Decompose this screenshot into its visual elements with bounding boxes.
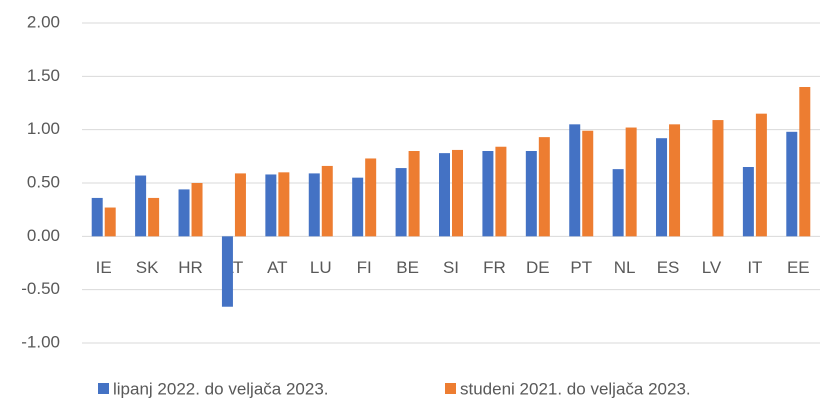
bar [538, 137, 550, 237]
bar [265, 174, 277, 237]
x-tick-label: LU [310, 258, 332, 277]
y-tick-label: 1.00 [27, 119, 60, 138]
bar [656, 138, 668, 237]
x-tick-label: EE [787, 258, 810, 277]
x-tick-label: BE [396, 258, 419, 277]
x-tick-label: IT [747, 258, 762, 277]
bar [495, 146, 507, 237]
bar [395, 168, 407, 237]
bar [135, 175, 147, 237]
bar [625, 127, 637, 237]
y-tick-label: -1.00 [21, 332, 60, 351]
bar [91, 197, 103, 237]
legend-swatch [98, 383, 109, 394]
legend-swatch [445, 383, 456, 394]
bar [482, 151, 494, 237]
x-tick-label: SK [136, 258, 159, 277]
bar [365, 158, 377, 237]
x-tick-label: FI [357, 258, 372, 277]
bar [221, 236, 233, 307]
y-tick-label: 1.50 [27, 66, 60, 85]
bar [104, 207, 116, 237]
bar [178, 189, 190, 237]
bar [148, 197, 160, 237]
x-tick-label: HR [178, 258, 203, 277]
x-tick-label: DE [526, 258, 550, 277]
bar [191, 183, 203, 237]
bar [278, 172, 290, 237]
y-tick-label: 0.50 [27, 172, 60, 191]
y-tick-label: -0.50 [21, 279, 60, 298]
bar [786, 131, 798, 237]
x-tick-label: SI [443, 258, 459, 277]
y-tick-label: 2.00 [27, 12, 60, 31]
x-tick-label: LV [702, 258, 722, 277]
y-tick-label: 0.00 [27, 226, 60, 245]
bar [612, 169, 624, 237]
bar [321, 165, 333, 237]
x-tick-label: PT [570, 258, 592, 277]
bar [799, 87, 811, 237]
x-tick-label: FR [483, 258, 506, 277]
bar [712, 120, 724, 237]
bar [525, 151, 537, 237]
x-tick-label: ES [657, 258, 680, 277]
bar [582, 130, 594, 237]
bar [569, 124, 581, 237]
bar [439, 153, 450, 237]
bar [742, 167, 754, 237]
bar [408, 151, 420, 237]
legend-label: lipanj 2022. do veljača 2023. [113, 379, 329, 398]
bar [308, 173, 320, 237]
x-tick-label: IE [96, 258, 112, 277]
bar [452, 149, 463, 237]
bar [669, 124, 681, 237]
bar [234, 173, 246, 237]
bar [755, 113, 767, 237]
x-tick-label: NL [614, 258, 636, 277]
bar [352, 177, 364, 237]
x-tick-label: AT [267, 258, 287, 277]
legend-label: studeni 2021. do veljača 2023. [460, 379, 691, 398]
